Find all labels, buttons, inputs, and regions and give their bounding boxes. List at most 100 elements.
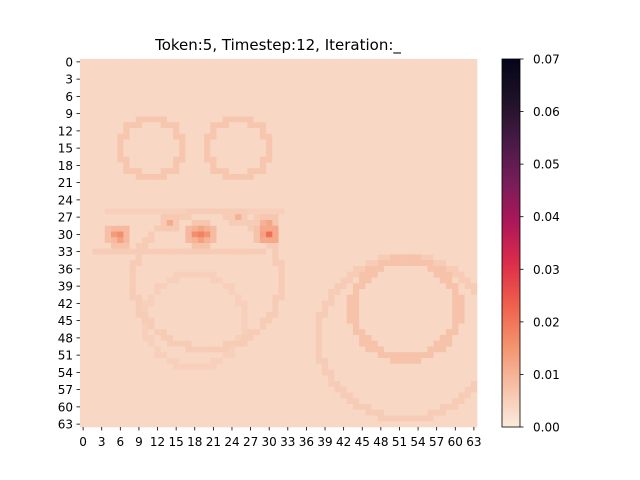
- heatmap-cell: [222, 404, 230, 411]
- heatmap-cell: [259, 335, 267, 342]
- heatmap-cell: [346, 139, 354, 146]
- heatmap-cell: [142, 87, 149, 94]
- heatmap-cell: [402, 340, 410, 347]
- heatmap-cell: [414, 415, 422, 422]
- heatmap-cell: [452, 208, 459, 215]
- heatmap-cell: [241, 317, 248, 324]
- heatmap-cell: [396, 294, 403, 301]
- heatmap-cell: [117, 381, 124, 388]
- heatmap-cell: [315, 254, 323, 261]
- heatmap-cell: [297, 271, 304, 278]
- heatmap-cell: [278, 99, 285, 106]
- heatmap-cell: [452, 243, 459, 250]
- heatmap-cell: [259, 254, 267, 261]
- heatmap-cell: [439, 116, 447, 123]
- heatmap-cell: [303, 191, 310, 198]
- heatmap-cell: [402, 174, 410, 181]
- heatmap-cell: [197, 220, 205, 227]
- heatmap-cell: [148, 266, 155, 273]
- heatmap-cell: [365, 421, 372, 428]
- heatmap-cell: [166, 243, 174, 250]
- heatmap-cell: [222, 99, 230, 106]
- heatmap-cell: [259, 369, 267, 376]
- heatmap-cell: [303, 110, 310, 117]
- heatmap-cell: [80, 76, 87, 83]
- heatmap-cell: [222, 225, 230, 232]
- heatmap-cell: [216, 214, 223, 221]
- heatmap-cell: [272, 369, 279, 376]
- heatmap-cell: [414, 139, 422, 146]
- heatmap-cell: [111, 369, 118, 376]
- heatmap-cell: [173, 179, 180, 186]
- heatmap-cell: [290, 139, 298, 146]
- heatmap-cell: [210, 179, 217, 186]
- heatmap-cell: [408, 306, 416, 313]
- heatmap-cell: [92, 191, 99, 198]
- heatmap-cell: [123, 220, 130, 227]
- heatmap-cell: [204, 110, 211, 117]
- heatmap-cell: [278, 197, 285, 204]
- heatmap-cell: [445, 386, 453, 393]
- heatmap-cell: [371, 329, 379, 336]
- heatmap-cell: [253, 317, 261, 324]
- heatmap-cell: [160, 191, 168, 198]
- heatmap-cell: [452, 381, 459, 388]
- y-tick-label: 60: [58, 400, 73, 414]
- heatmap-cell: [321, 162, 329, 169]
- heatmap-cell: [142, 220, 149, 227]
- heatmap-cell: [321, 70, 329, 77]
- heatmap-cell: [365, 398, 372, 405]
- heatmap-cell: [315, 289, 323, 296]
- heatmap-cell: [117, 174, 124, 181]
- heatmap-cell: [98, 289, 106, 296]
- heatmap-cell: [309, 381, 317, 388]
- heatmap-cell: [278, 225, 285, 232]
- heatmap-cell: [135, 375, 143, 382]
- heatmap-cell: [80, 248, 87, 255]
- heatmap-cell: [197, 87, 205, 94]
- heatmap-cell: [334, 174, 341, 181]
- heatmap-cell: [154, 168, 161, 175]
- heatmap-cell: [197, 214, 205, 221]
- heatmap-cell: [253, 116, 261, 123]
- colorbar-axis: 0.000.010.020.030.040.050.060.07: [520, 53, 560, 435]
- heatmap-cell: [228, 162, 236, 169]
- heatmap-cell: [166, 363, 174, 370]
- heatmap-cell: [383, 76, 391, 83]
- heatmap-cell: [92, 237, 99, 244]
- y-tick-label: 6: [65, 90, 73, 104]
- heatmap-cell: [179, 191, 186, 198]
- heatmap-cell: [383, 358, 391, 365]
- heatmap-cell: [328, 208, 335, 215]
- heatmap-cell: [204, 404, 211, 411]
- heatmap-cell: [464, 110, 472, 117]
- heatmap-cell: [241, 179, 248, 186]
- heatmap-cell: [309, 277, 317, 284]
- heatmap-cell: [309, 335, 317, 342]
- heatmap-cell: [309, 156, 317, 163]
- heatmap-cell: [142, 271, 149, 278]
- heatmap-cell: [191, 133, 199, 140]
- heatmap-cell: [259, 421, 267, 428]
- heatmap-cell: [80, 162, 87, 169]
- heatmap-cell: [346, 151, 354, 158]
- heatmap-cell: [284, 179, 292, 186]
- heatmap-cell: [383, 122, 391, 129]
- heatmap-cell: [414, 162, 422, 169]
- heatmap-cell: [334, 398, 341, 405]
- heatmap-cell: [210, 358, 217, 365]
- heatmap-cell: [92, 185, 99, 192]
- heatmap-cell: [396, 404, 403, 411]
- heatmap-cell: [439, 93, 447, 100]
- heatmap-cell: [346, 168, 354, 175]
- heatmap-cell: [129, 151, 137, 158]
- heatmap-cell: [216, 122, 223, 129]
- heatmap-cell: [334, 381, 341, 388]
- heatmap-cell: [452, 151, 459, 158]
- heatmap-cell: [315, 151, 323, 158]
- heatmap-cell: [427, 358, 434, 365]
- heatmap-cell: [98, 225, 106, 232]
- heatmap-cell: [123, 70, 130, 77]
- heatmap-cell: [309, 323, 317, 330]
- heatmap-cell: [204, 386, 211, 393]
